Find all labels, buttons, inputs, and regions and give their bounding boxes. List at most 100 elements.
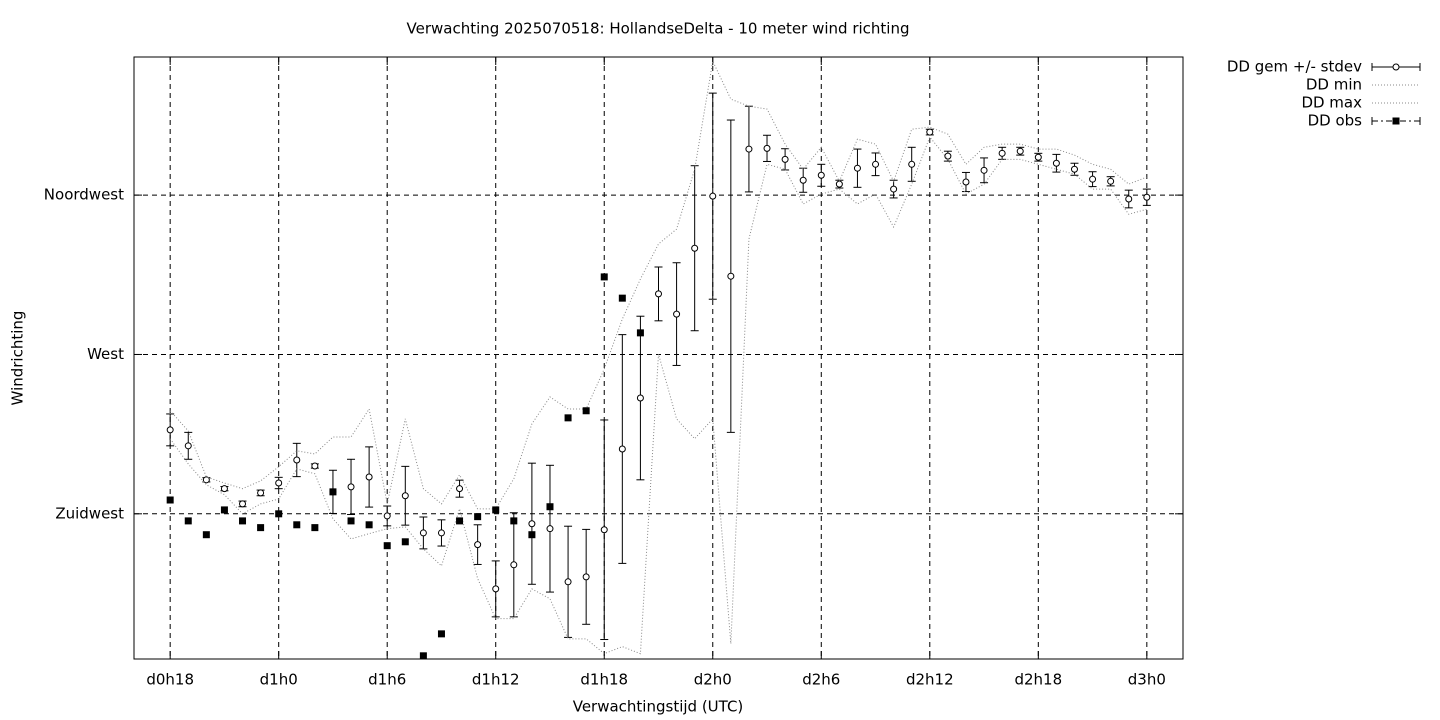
mean-point: [383, 512, 391, 520]
obs-point: [184, 517, 192, 525]
y-axis-label: Windrichting: [9, 311, 27, 406]
obs-point: [257, 524, 265, 532]
mean-point: [401, 492, 409, 500]
mean-point: [1052, 159, 1060, 167]
y-tick-label: West: [87, 345, 124, 363]
mean-point: [1016, 147, 1024, 155]
mean-point: [781, 155, 789, 163]
mean-point: [546, 525, 554, 533]
y-tick-label: Noordwest: [44, 186, 124, 204]
mean-point: [202, 476, 210, 484]
obs-point: [239, 517, 247, 525]
mean-point: [926, 128, 934, 136]
mean-point: [184, 442, 192, 450]
x-tick-label: d1h0: [260, 671, 298, 689]
mean-point: [655, 290, 662, 298]
mean-point: [474, 541, 482, 549]
mean-point: [311, 462, 319, 470]
mean-point: [293, 456, 301, 464]
x-tick-label: d3h0: [1128, 671, 1166, 689]
mean-point: [980, 166, 988, 174]
mean-point: [673, 310, 681, 318]
range-line: [169, 59, 1148, 510]
legend-label: DD obs: [1308, 112, 1363, 130]
mean-point: [872, 160, 880, 168]
mean-point: [419, 529, 427, 537]
mean-point: [275, 479, 283, 487]
obs-point: [510, 517, 518, 525]
mean-point: [817, 171, 825, 179]
obs-point: [419, 652, 427, 659]
mean-point: [799, 176, 807, 184]
obs-point: [600, 273, 608, 281]
obs-point: [311, 524, 319, 532]
obs-point: [618, 294, 626, 302]
chart-title: Verwachting 2025070518: HollandseDelta -…: [407, 20, 910, 38]
x-tick-label: d1h18: [580, 671, 628, 689]
obs-point: [636, 329, 644, 337]
plot-frame: [133, 56, 1184, 660]
x-tick-label: d2h12: [906, 671, 954, 689]
mean-point: [618, 445, 626, 453]
mean-point: [763, 144, 771, 152]
x-tick-label: d2h6: [802, 671, 840, 689]
obs-point: [546, 503, 554, 511]
obs-point: [347, 517, 355, 525]
mean-point: [1070, 165, 1078, 173]
obs-point: [220, 506, 228, 514]
mean-point: [528, 520, 536, 528]
obs-point: [329, 488, 337, 496]
mean-point: [239, 500, 247, 508]
mean-point: [347, 483, 355, 491]
mean-point: [709, 192, 717, 200]
mean-point: [908, 160, 916, 168]
x-tick-label: d1h6: [368, 671, 406, 689]
mean-point: [1034, 153, 1042, 161]
mean-point: [437, 529, 445, 537]
obs-point: [275, 510, 283, 518]
obs-point: [365, 521, 373, 529]
x-axis-label: Verwachtingstijd (UTC): [573, 698, 744, 716]
mean-point: [890, 185, 898, 193]
obs-point: [166, 496, 174, 504]
obs-point: [564, 414, 572, 422]
mean-point: [998, 149, 1006, 157]
obs-point: [492, 506, 500, 514]
x-tick-label: d1h12: [472, 671, 520, 689]
mean-point: [636, 394, 644, 402]
obs-point: [474, 513, 482, 521]
x-tick-label: d2h0: [694, 671, 732, 689]
mean-point: [564, 578, 572, 586]
mean-point: [1125, 195, 1133, 203]
mean-point: [1107, 177, 1115, 185]
mean-point: [944, 152, 952, 160]
mean-point: [1143, 193, 1151, 201]
obs-point: [582, 407, 590, 415]
obs-point: [456, 517, 464, 525]
legend-swatch: [1392, 63, 1400, 71]
mean-point: [220, 485, 228, 493]
mean-point: [582, 573, 590, 581]
x-tick-label: d2h18: [1014, 671, 1062, 689]
obs-point: [401, 538, 409, 546]
range-line: [169, 136, 1147, 655]
obs-point: [202, 531, 210, 539]
mean-point: [745, 145, 753, 153]
obs-point: [383, 542, 391, 550]
obs-point: [528, 531, 536, 539]
obs-point: [437, 630, 445, 638]
mean-point: [691, 244, 699, 252]
legend-label: DD max: [1301, 94, 1362, 112]
legend-label: DD gem +/- stdev: [1227, 58, 1362, 76]
mean-point: [727, 272, 735, 280]
mean-point: [510, 561, 518, 569]
y-tick-label: Zuidwest: [55, 504, 124, 522]
mean-point: [600, 526, 608, 534]
legend-swatch: [1392, 117, 1400, 125]
mean-point: [257, 489, 265, 497]
x-tick-label: d0h18: [146, 671, 194, 689]
mean-point: [365, 473, 373, 481]
mean-point: [1089, 175, 1097, 183]
mean-point: [166, 426, 174, 434]
